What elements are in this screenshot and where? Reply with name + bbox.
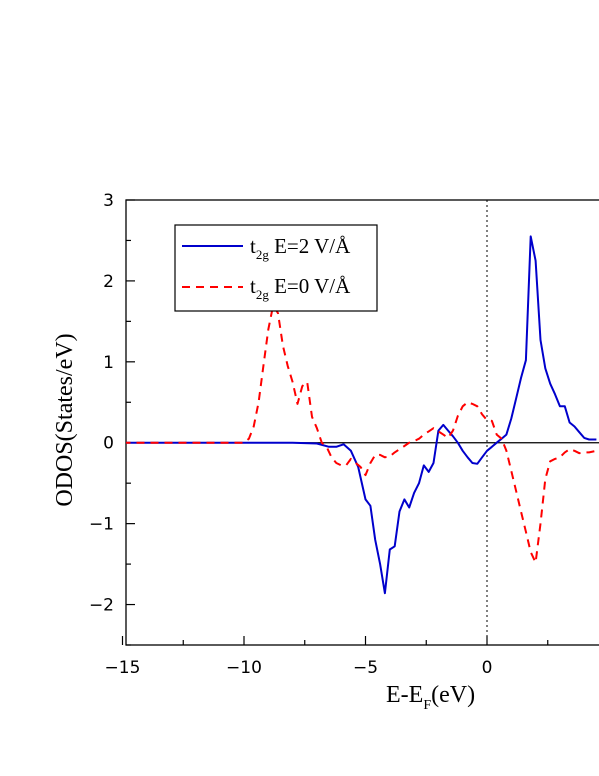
y-tick-label: 2 [103, 272, 114, 292]
x-tick-label: −10 [226, 658, 262, 678]
legend: t2g E=2 V/Å t2g E=0 V/Å [174, 224, 378, 312]
x-tick-label: −5 [353, 658, 378, 678]
legend-label-e0: t2g E=0 V/Å [250, 274, 351, 302]
x-axis-ticks: −15 −10 −5 0 [105, 636, 549, 678]
y-tick-label: −1 [89, 515, 114, 535]
legend-label-e2: t2g E=2 V/Å [250, 234, 351, 262]
x-tick-label: 0 [482, 658, 493, 678]
y-tick-label: −2 [89, 596, 114, 616]
y-axis-title: ODOS(States/eV) [52, 333, 78, 506]
series-line-e0 [126, 304, 597, 564]
series-line-e2 [126, 235, 597, 595]
y-tick-label: 1 [103, 353, 114, 373]
y-axis-ticks: −2 −1 0 1 2 3 [89, 191, 135, 646]
legend-box [174, 224, 378, 312]
x-tick-label: −15 [105, 658, 141, 678]
y-tick-label: 3 [103, 191, 114, 211]
series-layer [126, 235, 597, 595]
y-tick-label: 0 [103, 434, 114, 454]
x-axis-title: E-EF(eV) [386, 682, 475, 713]
